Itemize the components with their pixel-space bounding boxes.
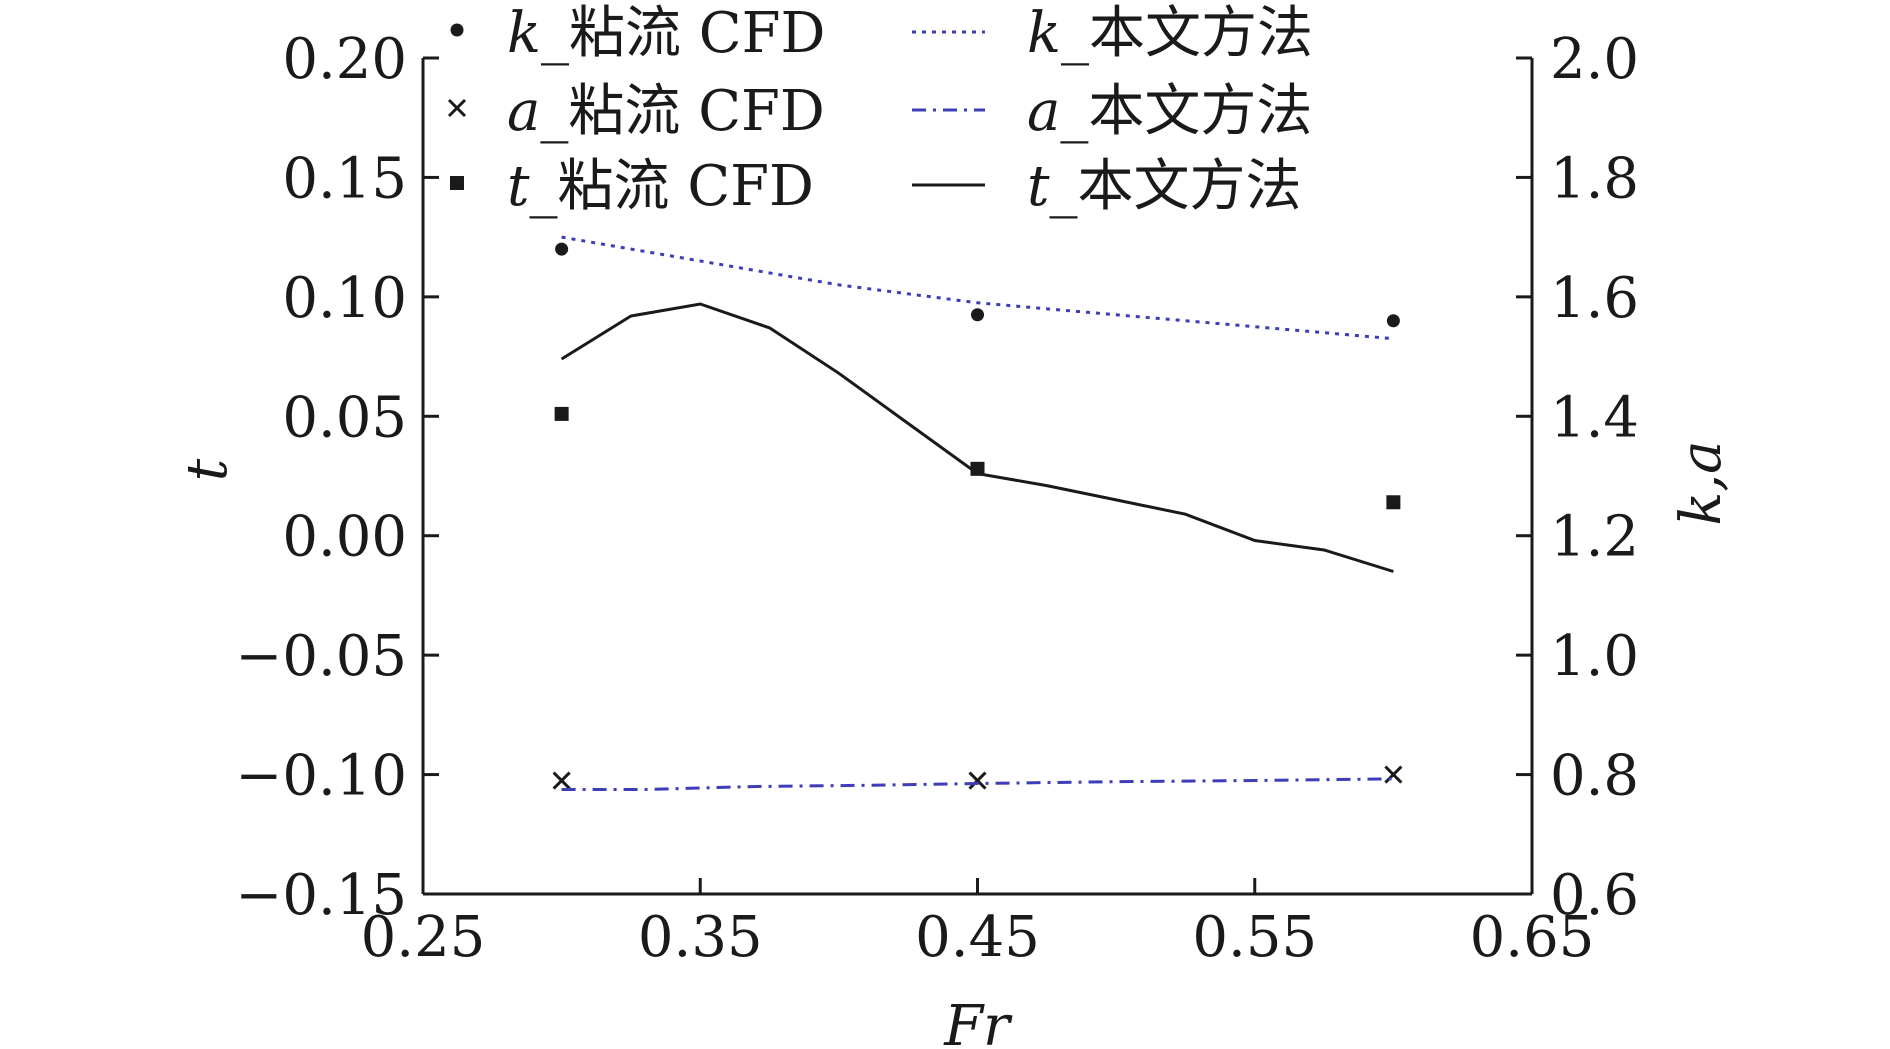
y-right-tick-label: 1.2 <box>1550 505 1639 570</box>
y-axis-left-label: t <box>175 458 240 481</box>
y-left-tick-label: 0.10 <box>282 266 407 331</box>
legend-marker-a_cfd <box>447 98 467 118</box>
x-tick-label: 0.25 <box>361 905 486 970</box>
legend-item-t_cfd: t_粘流 CFD <box>450 154 814 219</box>
legend-label-a_method: a_本文方法 <box>1027 79 1312 144</box>
y-right-tick-label: 2.0 <box>1550 27 1639 92</box>
series-t_cfd <box>554 406 1401 510</box>
y-right-tick-label: 1.6 <box>1550 266 1639 331</box>
y-left-tick-label: −0.05 <box>235 624 407 689</box>
y-left-tick-label: −0.10 <box>235 744 407 809</box>
series-a_method <box>561 777 1394 791</box>
series-line-k_method <box>561 235 1394 341</box>
data-point-k_cfd <box>1386 314 1400 328</box>
legend: k_粘流 CFD a_粘流 CFD t_粘流 CFD k_本文方法 a_本文方法 t_本文… <box>447 1 1313 219</box>
series-a_cfd <box>552 765 1403 790</box>
data-point-t_cfd <box>554 406 569 421</box>
ticks: 0.25 0.35 0.45 0.55 0.65 0.20 0.15 0.10 0.05 0.00… <box>235 27 1639 970</box>
x-tick-label: 0.35 <box>638 905 763 970</box>
data-point-a_cfd <box>552 771 571 790</box>
legend-label-k_cfd: k_粘流 CFD <box>507 1 825 66</box>
series-line-t_method <box>560 302 1394 573</box>
y-right-tick-label: 1.8 <box>1550 146 1639 211</box>
data-point-k_cfd <box>971 308 984 322</box>
x-tick-label: 0.55 <box>1192 905 1317 970</box>
legend-marker-k_cfd <box>450 23 464 37</box>
y-right-tick-label: 1.0 <box>1550 624 1639 689</box>
legend-label-t_method: t_本文方法 <box>1027 154 1302 219</box>
x-axis-label: Fr <box>943 994 1013 1049</box>
data-point-a_cfd <box>1384 765 1403 784</box>
data-point-a_cfd <box>968 771 987 790</box>
series-layer <box>552 235 1403 791</box>
series-k_method <box>561 235 1394 341</box>
x-tick-label: 0.65 <box>1470 905 1595 970</box>
y-axis-right-label: k,a <box>1669 440 1734 525</box>
y-right-tick-label: 0.6 <box>1550 863 1639 928</box>
data-point-k_cfd <box>555 242 569 256</box>
y-left-tick-label: 0.20 <box>282 27 407 92</box>
legend-label-a_cfd: a_粘流 CFD <box>507 79 825 144</box>
legend-marker-t_cfd <box>450 176 464 190</box>
y-left-tick-label: 0.00 <box>282 505 407 570</box>
y-left-tick-label: 0.05 <box>282 385 407 450</box>
legend-label-t_cfd: t_粘流 CFD <box>507 154 814 219</box>
y-right-tick-label: 0.8 <box>1550 744 1639 809</box>
legend-item-t_method: t_本文方法 <box>912 154 1302 219</box>
legend-label-k_method: k_本文方法 <box>1027 1 1313 66</box>
legend-item-k_method: k_本文方法 <box>912 1 1313 66</box>
series-t_method <box>560 302 1394 573</box>
series-k_cfd <box>555 242 1400 328</box>
y-right-tick-label: 1.4 <box>1550 385 1639 450</box>
legend-item-a_cfd: a_粘流 CFD <box>447 79 825 144</box>
y-left-tick-label: −0.15 <box>235 863 407 928</box>
data-point-t_cfd <box>1386 495 1401 510</box>
x-tick-label: 0.45 <box>915 905 1040 970</box>
legend-item-a_method: a_本文方法 <box>912 79 1312 144</box>
y-left-tick-label: 0.15 <box>282 146 407 211</box>
series-line-a_method <box>561 777 1394 791</box>
legend-item-k_cfd: k_粘流 CFD <box>450 1 825 66</box>
